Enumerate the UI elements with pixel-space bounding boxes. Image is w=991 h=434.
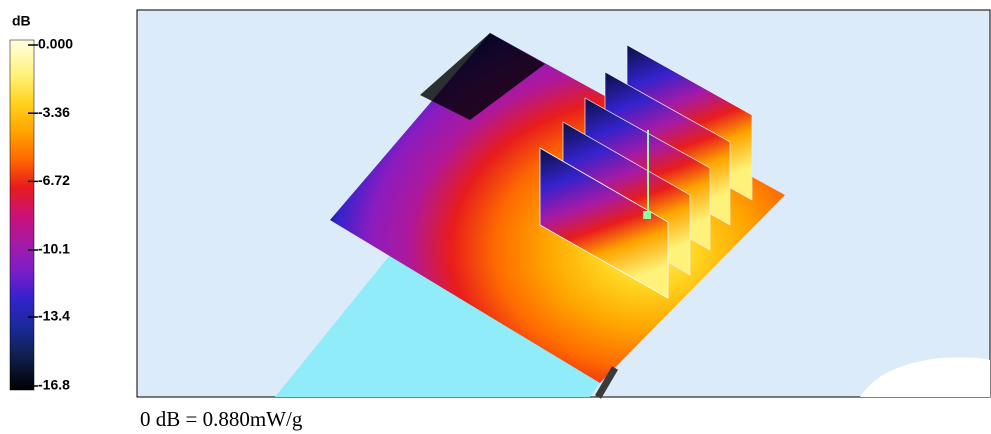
colorbar-tick-label: -3.36: [38, 104, 70, 120]
colorbar-tick-label: -10.1: [38, 241, 70, 257]
probe-point: [643, 211, 651, 219]
slab: [539, 147, 669, 299]
colorbar: [9, 39, 35, 391]
colorbar-ticks: 0.000 -3.36 -6.72 -10.1 -13.4 -16.8: [28, 36, 73, 393]
white-blob: [860, 357, 990, 397]
colorbar-tick-label: -6.72: [38, 172, 70, 188]
plane-corner: [420, 33, 545, 120]
colorbar-tick-label: -16.8: [38, 377, 70, 393]
caption: 0 dB = 0.880mW/g: [140, 407, 303, 431]
colorbar-tick-label: 0.000: [38, 36, 73, 52]
phantom-shadow: [275, 255, 600, 397]
colorbar-tick-label: -13.4: [38, 308, 70, 324]
colorbar-unit: dB: [12, 13, 31, 29]
stand: [594, 366, 619, 399]
